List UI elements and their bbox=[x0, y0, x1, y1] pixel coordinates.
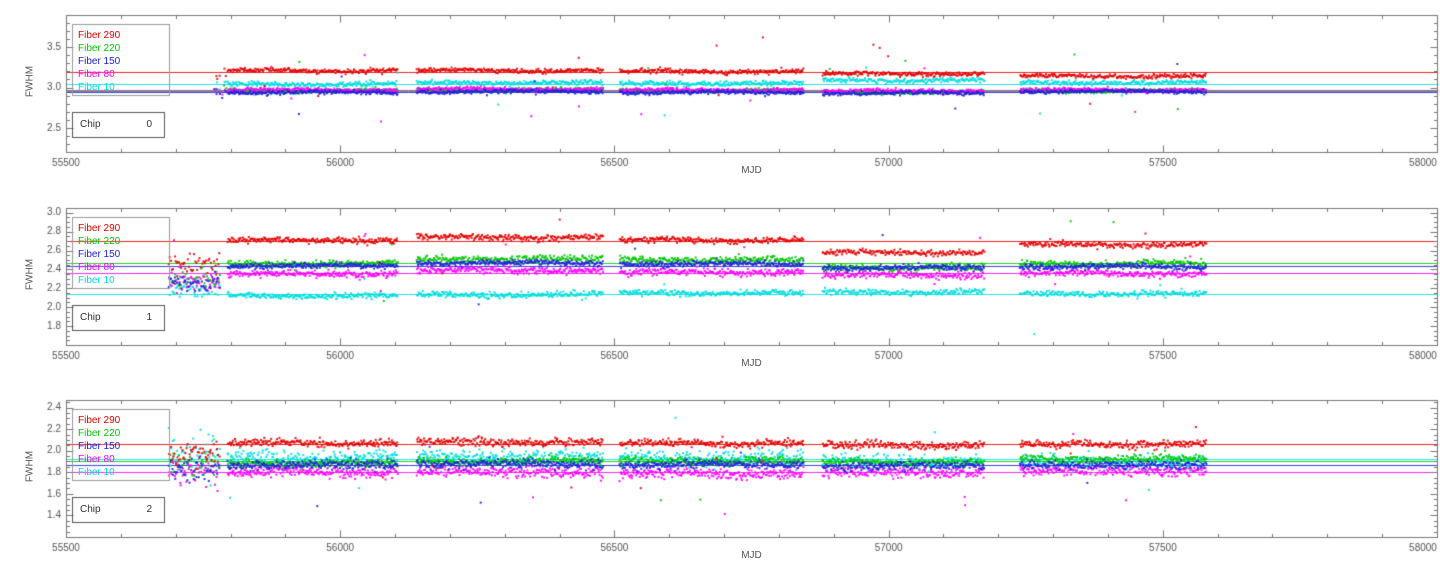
fwhm-vs-mjd-chart-canvas bbox=[0, 0, 1440, 576]
fwhm-monitor-figure: Fiber 290 Fiber 220 Fiber 150 Fiber 80 F… bbox=[0, 0, 1440, 576]
